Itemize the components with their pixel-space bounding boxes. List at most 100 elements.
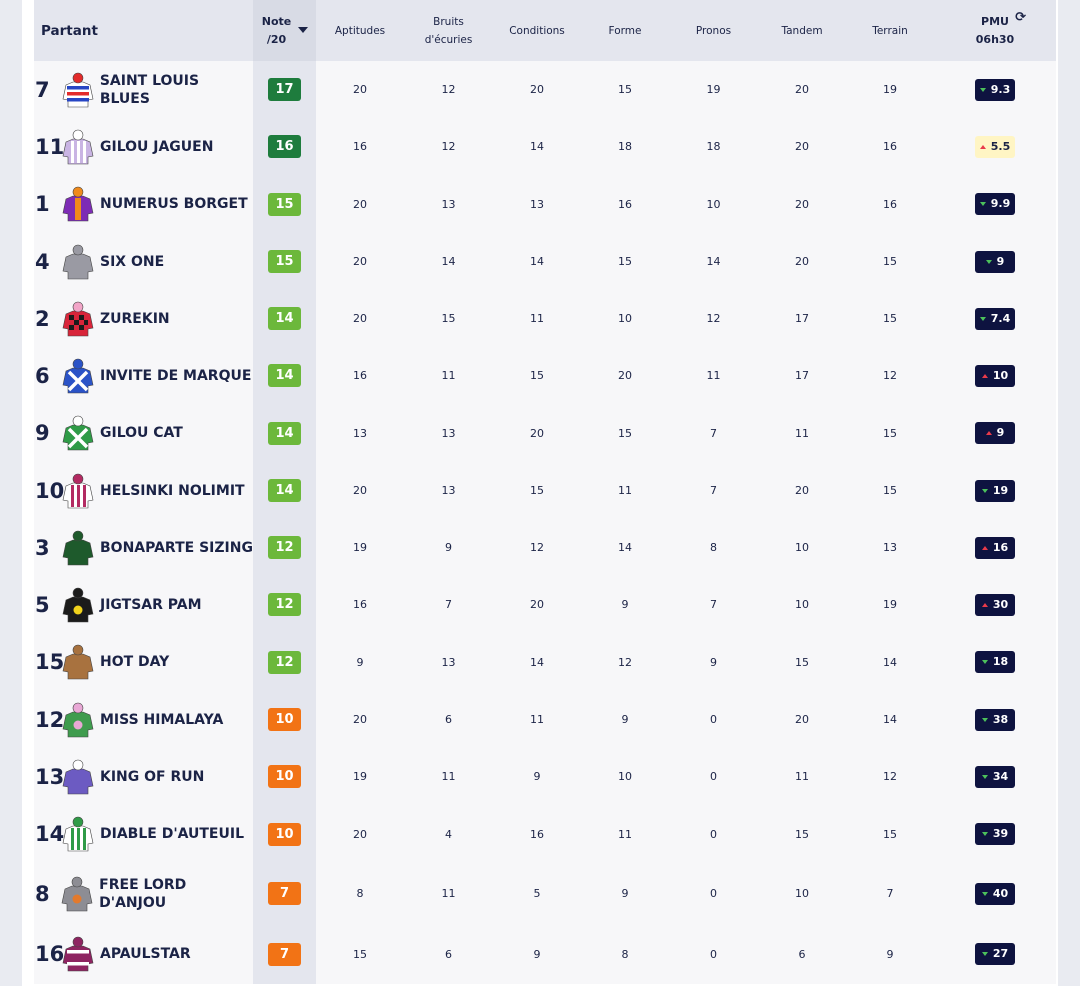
table-header: Partant Note/20 Aptitudes Bruits d'écurie… [34, 0, 1056, 61]
odds-up-icon [985, 431, 992, 435]
runner-number: 7 [35, 77, 50, 102]
col-header-aptitudes[interactable]: Aptitudes [334, 24, 386, 37]
horse-name[interactable]: GILOU JAGUEN [100, 138, 214, 155]
horse-name[interactable]: JIGTSAR PAM [100, 596, 202, 613]
table-row[interactable]: 9 GILOU CAT 14 13 13 20 15 7 11 15 9 [34, 404, 1056, 462]
pmu-odds-badge[interactable]: 19 [975, 479, 1015, 502]
pmu-odds-badge[interactable]: 38 [975, 708, 1015, 731]
table-row[interactable]: 3 BONAPARTE SIZING 12 19 9 12 14 8 10 13 16 [34, 519, 1056, 576]
pronos-cell: 7 [710, 598, 717, 611]
jockey-silk-icon [62, 358, 94, 393]
table-row[interactable]: 14 DIABLE D'AUTEUIL 10 20 4 16 11 0 15 15 39 [34, 805, 1056, 863]
col-header-note[interactable]: Note/20 [253, 0, 316, 61]
runner-number: 10 [35, 478, 65, 503]
runner-number: 1 [35, 192, 50, 216]
pmu-odds-badge[interactable]: 7.4 [974, 307, 1016, 330]
partant-cell: 2 ZUREKIN [34, 290, 253, 347]
partant-cell: 7 SAINT LOUIS BLUES [34, 61, 253, 118]
pmu-odds-badge[interactable]: 39 [975, 823, 1015, 845]
col-header-pmu[interactable]: PMU 06h30 ⟳ [975, 10, 1026, 46]
pmu-odds-badge[interactable]: 9 [975, 422, 1015, 444]
pmu-odds-badge[interactable]: 9.9 [974, 193, 1016, 215]
pmu-odds-badge[interactable]: 16 [975, 536, 1015, 559]
col-header-forme[interactable]: Forme [608, 24, 642, 37]
pronos-cell: 9 [710, 655, 717, 669]
forme-cell: 20 [618, 369, 632, 382]
partant-cell: 5 JIGTSAR PAM [34, 576, 253, 633]
odds-up-icon [981, 602, 988, 607]
col-header-partant[interactable]: Partant [41, 22, 98, 39]
table-row[interactable]: 6 INVITE DE MARQUE 14 16 11 15 20 11 17 12 10 [34, 347, 1056, 404]
table-row[interactable]: 11 GILOU JAGUEN 16 16 12 14 18 18 20 16 5.5 [34, 118, 1056, 175]
bruits-cell: 6 [445, 713, 452, 726]
tandem-cell: 10 [795, 887, 809, 900]
table-row[interactable]: 10 HELSINKI NOLIMIT 14 20 13 15 11 7 20 15 19 [34, 462, 1056, 519]
terrain-cell: 13 [883, 541, 897, 554]
pronos-cell: 0 [710, 947, 717, 961]
pmu-odds-badge[interactable]: 34 [975, 765, 1015, 788]
conditions-cell: 14 [530, 655, 544, 669]
odds-down-icon [979, 316, 986, 321]
pmu-odds-badge[interactable]: 27 [975, 943, 1015, 965]
horse-name[interactable]: SIX ONE [100, 253, 165, 270]
pronos-cell: 0 [710, 770, 717, 783]
bruits-cell: 13 [441, 655, 456, 669]
pmu-odds-badge[interactable]: 18 [975, 651, 1015, 673]
pmu-odds-badge[interactable]: 5.5 [974, 135, 1016, 158]
horse-name[interactable]: NUMERUS BORGET [100, 196, 248, 212]
col-header-pronos[interactable]: Pronos [695, 24, 732, 37]
table-row[interactable]: 12 MISS HIMALAYA 10 20 6 11 9 0 20 14 38 [34, 691, 1056, 748]
aptitudes-cell: 20 [353, 827, 367, 841]
horse-name[interactable]: KING OF RUN [100, 768, 205, 785]
note-badge: 7 [268, 882, 301, 905]
horse-name[interactable]: ZUREKIN [100, 310, 170, 327]
note-badge: 12 [268, 593, 301, 616]
table-row[interactable]: 4 SIX ONE 15 20 14 14 15 14 20 15 9 [34, 233, 1056, 290]
horse-name[interactable]: BONAPARTE SIZING [100, 539, 253, 556]
note-cell: 14 [253, 290, 316, 347]
horse-name[interactable]: SAINT LOUIS BLUES [99, 72, 200, 107]
pronos-cell: 14 [706, 255, 721, 268]
table-row[interactable]: 8 FREE LORD D'ANJOU 7 8 11 5 9 0 10 7 40 [34, 863, 1056, 924]
pmu-odds-badge[interactable]: 10 [975, 364, 1015, 387]
col-header-conditions[interactable]: Conditions [509, 24, 565, 37]
horse-name[interactable]: MISS HIMALAYA [100, 711, 224, 728]
pmu-cell: 9.3 [934, 61, 1056, 118]
table-row[interactable]: 16 APAULSTAR 7 15 6 9 8 0 6 9 27 [34, 924, 1056, 984]
table-row[interactable]: 1 NUMERUS BORGET 15 20 13 13 16 10 20 16 9.9 [34, 175, 1056, 233]
horse-name[interactable]: INVITE DE MARQUE [100, 367, 252, 384]
refresh-icon[interactable]: ⟳ [1015, 10, 1026, 25]
tandem-cell: 20 [795, 255, 809, 268]
table-row[interactable]: 5 JIGTSAR PAM 12 16 7 20 9 7 10 19 30 [34, 576, 1056, 633]
jockey-silk-icon [62, 587, 94, 622]
pmu-odds-badge[interactable]: 40 [975, 882, 1015, 905]
col-header-bruits[interactable]: Bruits d'écuries [424, 15, 473, 46]
conditions-cell: 11 [530, 312, 544, 325]
partant-cell: 12 MISS HIMALAYA [34, 691, 253, 748]
horse-name[interactable]: HELSINKI NOLIMIT [100, 482, 245, 499]
col-header-tandem[interactable]: Tandem [781, 24, 823, 37]
tandem-cell: 17 [795, 312, 809, 325]
table-row[interactable]: 7 SAINT LOUIS BLUES 17 20 12 20 15 19 20 19 9.3 [34, 61, 1056, 118]
pmu-cell: 9 [934, 233, 1056, 290]
table-row[interactable]: 15 HOT DAY 12 9 13 14 12 9 15 14 18 [34, 633, 1056, 691]
pmu-odds-badge[interactable]: 9.3 [974, 78, 1016, 101]
results-card: Partant Note/20 Aptitudes Bruits d'écurie… [22, 0, 1058, 986]
horse-name[interactable]: GILOU CAT [100, 425, 183, 441]
horse-name[interactable]: APAULSTAR [100, 946, 191, 962]
horse-name[interactable]: HOT DAY [100, 654, 170, 670]
terrain-cell: 19 [883, 598, 897, 611]
table-row[interactable]: 2 ZUREKIN 14 20 15 11 10 12 17 15 7.4 [34, 290, 1056, 347]
horse-name[interactable]: DIABLE D'AUTEUIL [100, 826, 244, 842]
table-row[interactable]: 13 KING OF RUN 10 19 11 9 10 0 11 12 34 [34, 748, 1056, 805]
col-header-terrain[interactable]: Terrain [872, 24, 908, 37]
tandem-cell: 20 [795, 83, 809, 96]
bruits-cell: 12 [441, 83, 456, 96]
horse-name[interactable]: FREE LORD D'ANJOU [99, 876, 187, 911]
pmu-odds-badge[interactable]: 30 [975, 593, 1015, 616]
partant-cell: 4 SIX ONE [34, 233, 253, 290]
pmu-cell: 38 [934, 691, 1056, 748]
bruits-cell: 7 [445, 598, 452, 611]
note-cell: 12 [253, 576, 316, 633]
pmu-odds-badge[interactable]: 9 [975, 250, 1015, 273]
